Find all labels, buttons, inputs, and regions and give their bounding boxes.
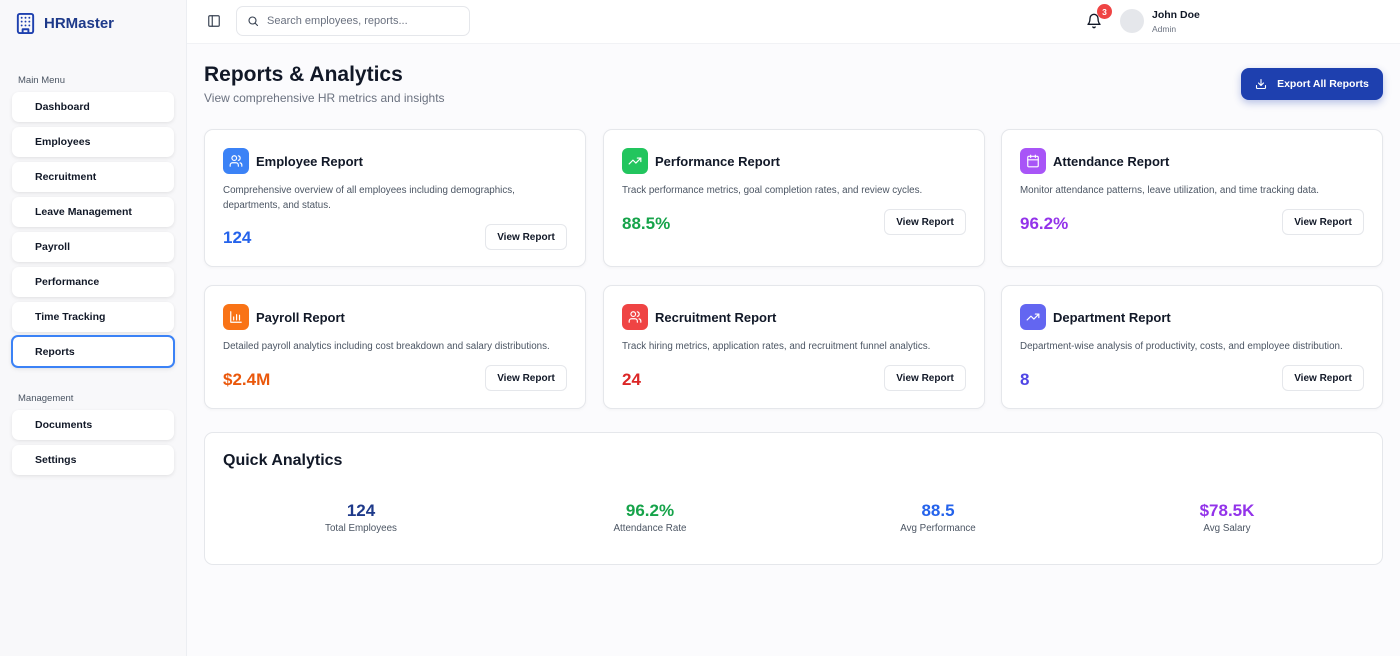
sidebar-item-documents[interactable]: Documents bbox=[12, 410, 174, 440]
employee-report-card: Employee Report Comprehensive overview o… bbox=[204, 129, 586, 267]
management-label: Management bbox=[18, 393, 74, 404]
calendar-icon bbox=[1020, 148, 1046, 174]
avatar[interactable] bbox=[1120, 9, 1144, 33]
quick-analytics-title: Quick Analytics bbox=[223, 452, 343, 469]
stat-value: 88.5 bbox=[921, 501, 955, 520]
card-title: Performance Report bbox=[655, 154, 780, 169]
top-bar bbox=[187, 0, 1400, 44]
user-role: Admin bbox=[1152, 24, 1177, 34]
sidebar-item-employees[interactable]: Employees bbox=[12, 127, 174, 157]
card-title: Department Report bbox=[1053, 310, 1171, 325]
bar-chart-icon bbox=[223, 304, 249, 330]
stat-label: Total Employees bbox=[325, 523, 397, 534]
bell-icon[interactable] bbox=[1086, 13, 1102, 29]
trending-up-icon bbox=[622, 148, 648, 174]
card-title: Attendance Report bbox=[1053, 154, 1170, 169]
download-icon bbox=[1256, 78, 1267, 90]
sidebar-item-leave-management[interactable]: Leave Management bbox=[12, 197, 174, 227]
view-attendance-report-button[interactable]: View Report bbox=[1282, 209, 1364, 235]
sidebar-item-settings[interactable]: Settings bbox=[12, 445, 174, 475]
brand-name: HRMaster bbox=[44, 15, 115, 32]
stat-value: 96.2% bbox=[625, 501, 675, 520]
card-title: Recruitment Report bbox=[655, 310, 777, 325]
sidebar-item-payroll[interactable]: Payroll bbox=[12, 232, 174, 262]
card-value: 124 bbox=[223, 228, 252, 247]
quick-analytics-panel: Quick Analytics 124 Total Employees 96.2… bbox=[204, 432, 1383, 565]
sidebar-item-performance[interactable]: Performance bbox=[12, 267, 174, 297]
stat-total-employees: 124 Total Employees bbox=[217, 501, 505, 534]
stat-attendance-rate: 96.2% Attendance Rate bbox=[506, 501, 794, 534]
card-value: 8 bbox=[1020, 370, 1030, 389]
attendance-report-card: Attendance Report Monitor attendance pat… bbox=[1001, 129, 1383, 267]
page-subtitle: View comprehensive HR metrics and insigh… bbox=[204, 91, 445, 105]
stat-label: Avg Salary bbox=[1203, 523, 1251, 534]
department-report-card: Department Report Department-wise analys… bbox=[1001, 285, 1383, 409]
card-title: Employee Report bbox=[256, 154, 363, 169]
view-performance-report-button[interactable]: View Report bbox=[884, 209, 966, 235]
user-name[interactable]: John Doe bbox=[1152, 9, 1200, 21]
card-description: Track hiring metrics, application rates,… bbox=[622, 341, 931, 352]
view-department-report-button[interactable]: View Report bbox=[1282, 365, 1364, 391]
card-description: Department-wise analysis of productivity… bbox=[1020, 341, 1343, 352]
export-all-reports-button[interactable]: Export All Reports bbox=[1241, 68, 1383, 100]
payroll-report-card: Payroll Report Detailed payroll analytic… bbox=[204, 285, 586, 409]
stat-label: Attendance Rate bbox=[613, 523, 687, 534]
view-payroll-report-button[interactable]: View Report bbox=[485, 365, 567, 391]
sidebar-item-reports[interactable]: Reports bbox=[11, 335, 175, 368]
card-value: $2.4M bbox=[223, 370, 271, 389]
stat-avg-performance: 88.5 Avg Performance bbox=[794, 501, 1082, 534]
view-recruitment-report-button[interactable]: View Report bbox=[884, 365, 966, 391]
search-box[interactable] bbox=[236, 6, 470, 36]
view-employee-report-button[interactable]: View Report bbox=[485, 224, 567, 250]
card-description: Monitor attendance patterns, leave utili… bbox=[1020, 185, 1319, 196]
users-icon bbox=[223, 148, 249, 174]
notification-badge: 3 bbox=[1097, 4, 1112, 19]
stat-avg-salary: $78.5K Avg Salary bbox=[1083, 501, 1371, 534]
brand[interactable]: HRMaster bbox=[14, 12, 114, 35]
sidebar-item-time-tracking[interactable]: Time Tracking bbox=[12, 302, 174, 332]
trending-up-icon bbox=[1020, 304, 1046, 330]
card-value: 88.5% bbox=[622, 214, 671, 233]
card-description: Comprehensive overview of all employees … bbox=[223, 185, 515, 211]
building-icon bbox=[16, 12, 35, 35]
sidebar-item-recruitment[interactable]: Recruitment bbox=[12, 162, 174, 192]
card-description: Detailed payroll analytics including cos… bbox=[223, 341, 550, 352]
export-all-reports-label: Export All Reports bbox=[1277, 78, 1369, 90]
page-title: Reports & Analytics bbox=[204, 63, 403, 86]
main-menu-label: Main Menu bbox=[18, 75, 65, 86]
card-value: 24 bbox=[622, 370, 641, 389]
search-input[interactable] bbox=[267, 15, 457, 27]
sidebar: HRMaster Main Menu Dashboard Employees R… bbox=[0, 0, 187, 656]
sidebar-toggle-icon[interactable] bbox=[207, 14, 221, 28]
stat-value: $78.5K bbox=[1199, 501, 1255, 520]
card-description: Track performance metrics, goal completi… bbox=[622, 185, 923, 196]
search-icon bbox=[248, 16, 259, 27]
users-icon bbox=[622, 304, 648, 330]
card-title: Payroll Report bbox=[256, 310, 345, 325]
performance-report-card: Performance Report Track performance met… bbox=[603, 129, 985, 267]
stat-value: 124 bbox=[346, 501, 376, 520]
recruitment-report-card: Recruitment Report Track hiring metrics,… bbox=[603, 285, 985, 409]
stat-label: Avg Performance bbox=[900, 523, 976, 534]
card-value: 96.2% bbox=[1020, 214, 1069, 233]
sidebar-item-dashboard[interactable]: Dashboard bbox=[12, 92, 174, 122]
